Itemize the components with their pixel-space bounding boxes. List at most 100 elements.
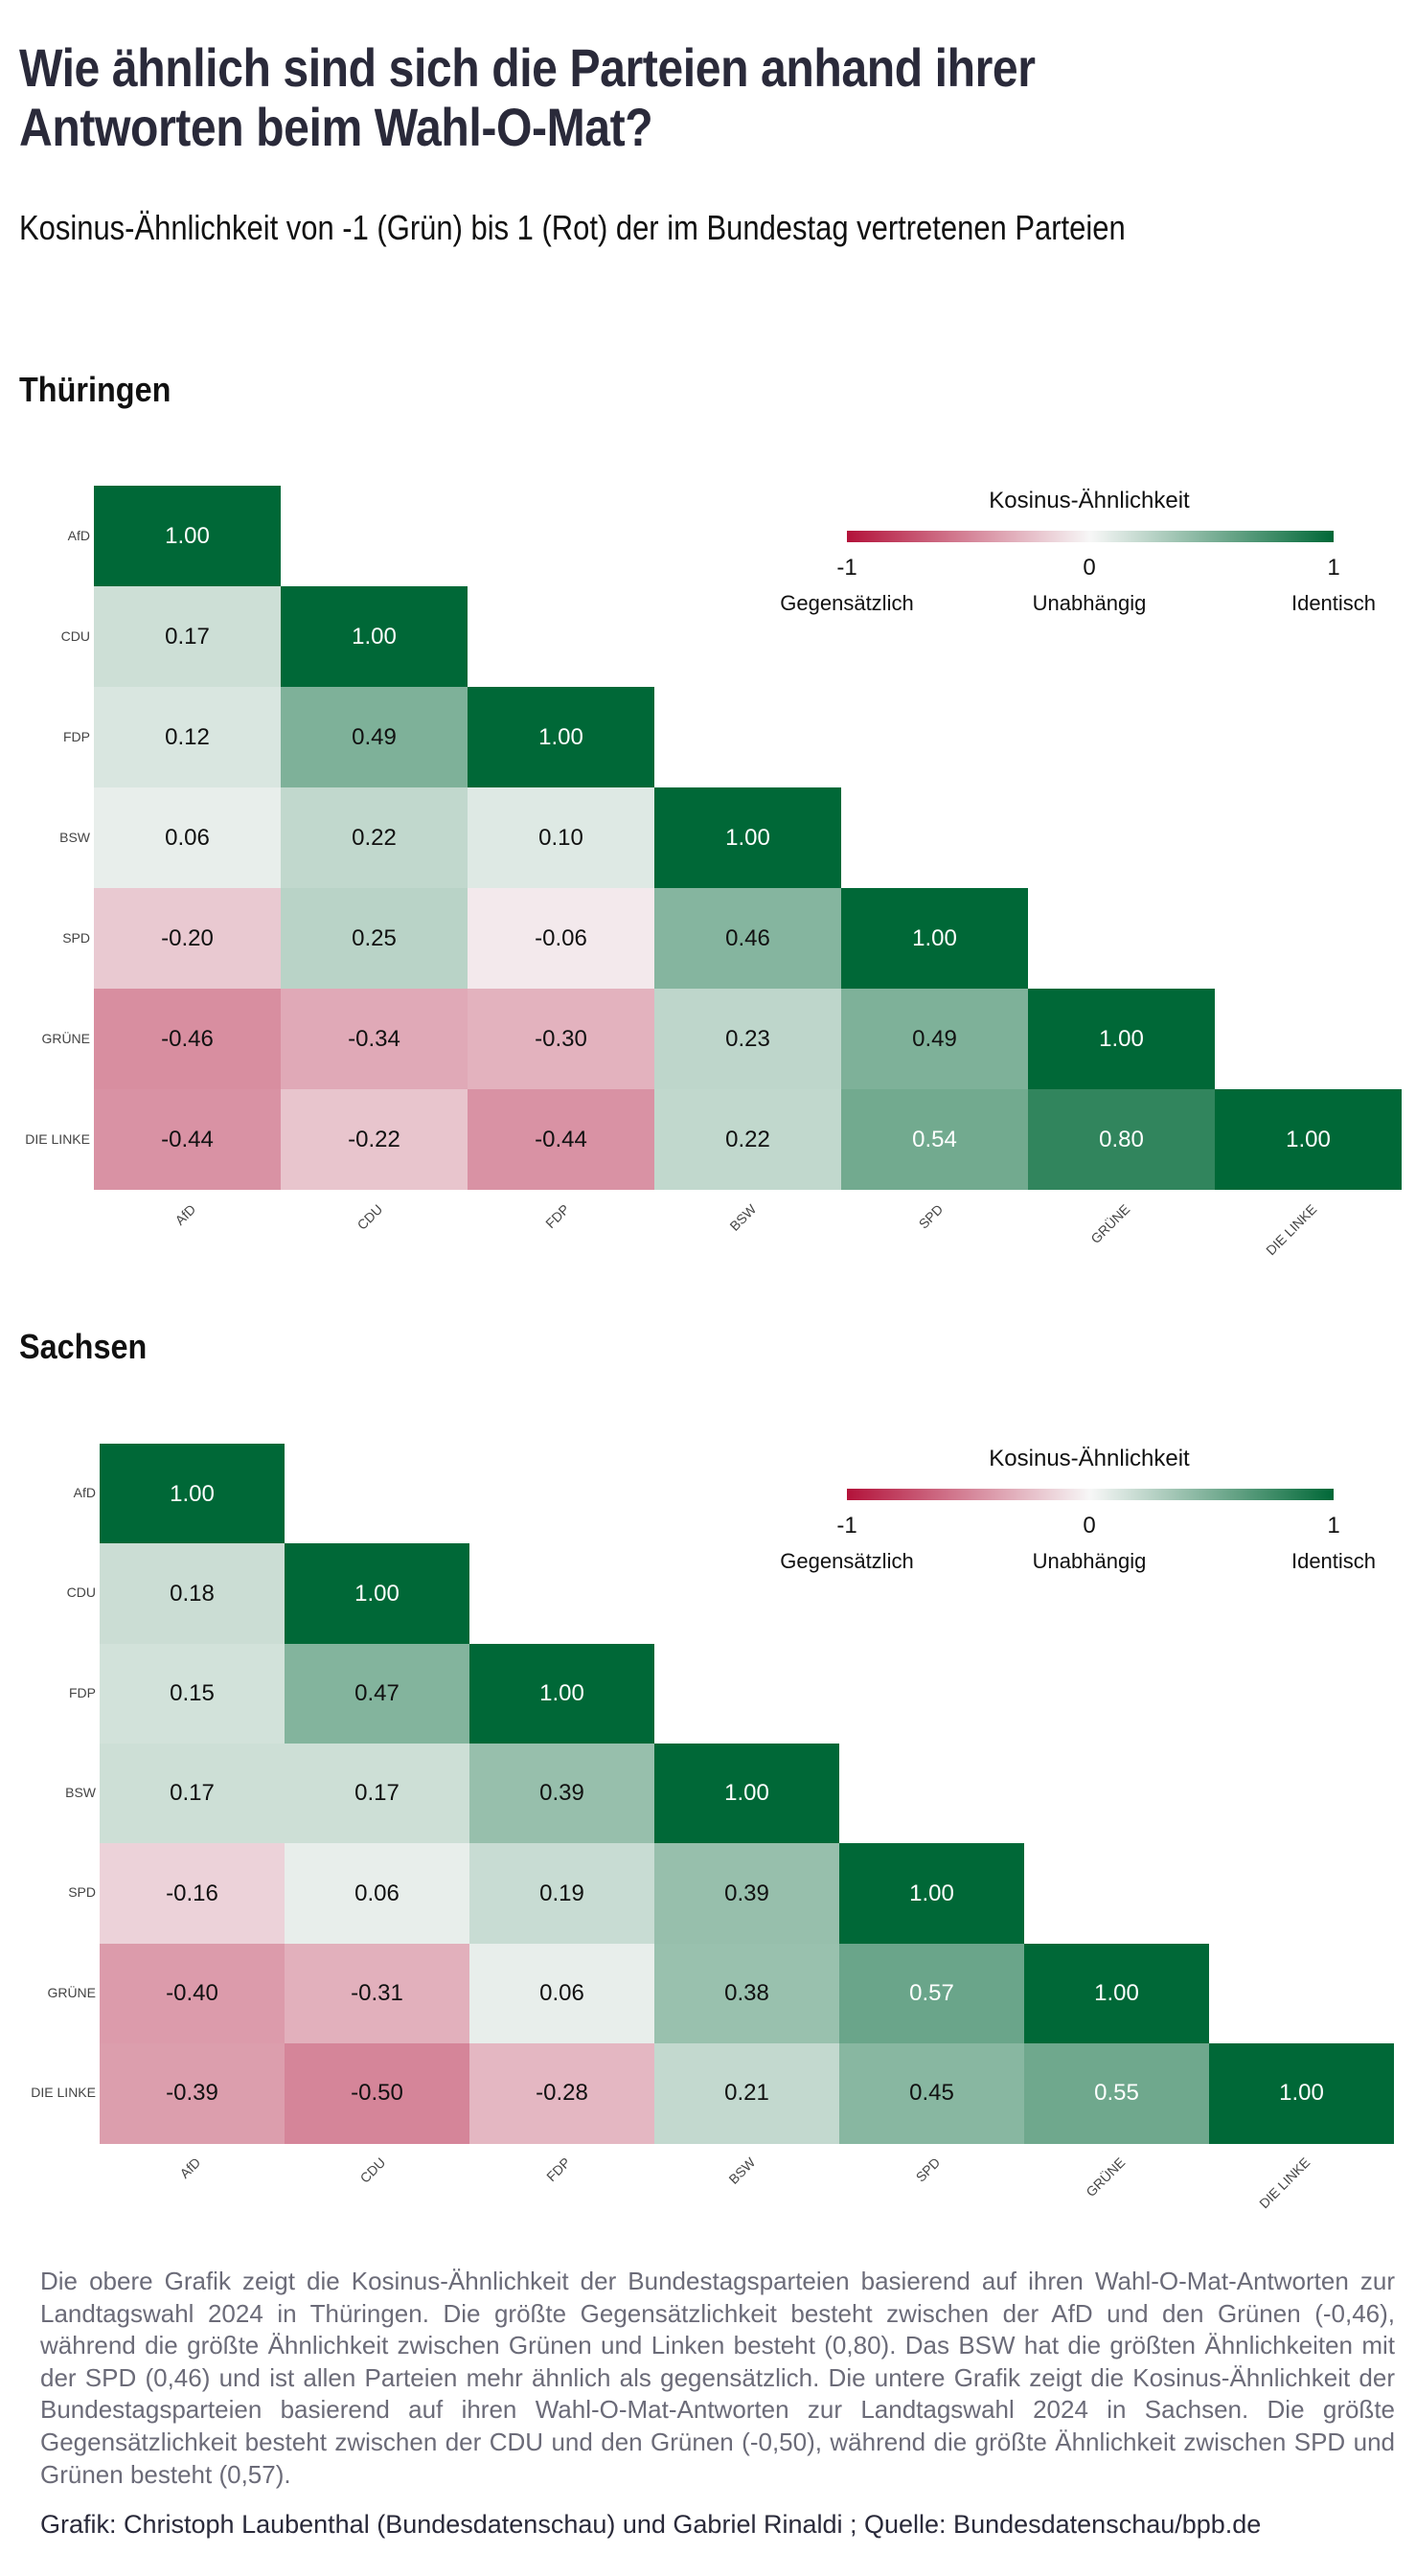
heatmap-cell: 1.00 <box>285 1543 469 1645</box>
heatmap-cell: 0.45 <box>839 2042 1024 2144</box>
heatmap-cell: 0.18 <box>100 1543 285 1645</box>
heatmap-cell: 0.39 <box>654 1843 839 1945</box>
heatmap-cell: 1.00 <box>1028 989 1215 1089</box>
section-title-thueringen: Thüringen <box>19 370 171 409</box>
heatmap-cell: -0.40 <box>100 1943 285 2044</box>
heatmap-cell: 1.00 <box>654 787 841 888</box>
column-label: SPD <box>915 1201 946 1232</box>
heatmap-cell: -0.50 <box>285 2042 469 2144</box>
row-label: SPD <box>62 929 90 946</box>
heatmap-cell: 0.06 <box>469 1943 654 2044</box>
heatmap-cell: 0.38 <box>654 1943 839 2044</box>
legend-tick-label: -1 <box>836 555 857 581</box>
legend-descriptor: Unabhängig <box>1032 591 1147 615</box>
heatmap-cell: 0.15 <box>100 1643 285 1744</box>
heatmap-cell: 1.00 <box>469 1643 654 1744</box>
column-label: AfD <box>171 1201 198 1228</box>
heatmap-thueringen: AfD 1.00 CDU 0.17 1.00 FDP 0.12 0.49 1.00 BSW 0.06… <box>0 0 1416 1258</box>
heatmap-cell: 0.06 <box>94 787 281 888</box>
heatmap-cell: -0.16 <box>100 1843 285 1945</box>
heatmap-cell: 0.57 <box>839 1943 1024 2044</box>
heatmap-cell: 0.25 <box>281 888 468 989</box>
heatmap-cell: 0.06 <box>285 1843 469 1945</box>
heatmap-cell: 0.17 <box>285 1743 469 1844</box>
column-label: FDP <box>542 2154 573 2185</box>
column-label: DIE LINKE <box>1255 2154 1313 2212</box>
row-label: CDU <box>60 627 90 644</box>
heatmap-cell: 1.00 <box>1215 1089 1402 1190</box>
row-label: AfD <box>67 527 90 543</box>
heatmap-cell: 1.00 <box>281 586 468 687</box>
heatmap-sachsen: AfD 1.00 CDU 0.18 1.00 FDP 0.15 0.47 1.00 BSW 0.17… <box>0 0 1416 2211</box>
heatmap-cell: 0.21 <box>654 2042 839 2144</box>
heatmap-cell: 0.39 <box>469 1743 654 1844</box>
row-label: SPD <box>68 1884 96 1901</box>
heatmap-cell: -0.44 <box>94 1089 281 1190</box>
heatmap-cell: -0.44 <box>468 1089 654 1190</box>
heatmap-cell: 0.17 <box>94 586 281 687</box>
heatmap-cell: 0.80 <box>1028 1089 1215 1190</box>
row-label: AfD <box>73 1485 96 1501</box>
section-title-sachsen: Sachsen <box>19 1327 148 1366</box>
heatmap-cell: 0.22 <box>281 787 468 888</box>
column-label: BSW <box>725 1201 759 1234</box>
heatmap-cell: 1.00 <box>841 888 1028 989</box>
legend-tick-label: -1 <box>836 1513 857 1539</box>
credit-text: Grafik: Christoph Laubenthal (Bundesdate… <box>40 2510 1262 2539</box>
column-label: GRÜNE <box>1082 2154 1128 2200</box>
heatmap-cell: 0.12 <box>94 687 281 787</box>
heatmap-cell: 1.00 <box>100 1444 285 1544</box>
heatmap-cell: 1.00 <box>839 1843 1024 1945</box>
heatmap-cell: 0.22 <box>654 1089 841 1190</box>
row-label: FDP <box>69 1684 96 1700</box>
heatmap-cell: 0.46 <box>654 888 841 989</box>
column-label: CDU <box>354 1201 385 1233</box>
legend-descriptor: Unabhängig <box>1032 1549 1147 1573</box>
column-label: SPD <box>912 2154 943 2185</box>
legend-descriptor: Identisch <box>1290 591 1377 615</box>
heatmap-cell: -0.06 <box>468 888 654 989</box>
column-label: DIE LINKE <box>1262 1201 1319 1259</box>
row-label: DIE LINKE <box>31 2084 96 2100</box>
row-label: BSW <box>59 829 90 845</box>
legend-tick-label: 0 <box>1083 555 1096 581</box>
page-subtitle: Kosinus-Ähnlichkeit von -1 (Grün) bis 1 … <box>19 208 1126 247</box>
heatmap-cell: -0.22 <box>281 1089 468 1190</box>
heatmap-cell: 0.10 <box>468 787 654 888</box>
heatmap-cell: 0.47 <box>285 1643 469 1744</box>
column-label: AfD <box>175 2154 203 2181</box>
heatmap-cell: -0.34 <box>281 989 468 1089</box>
heatmap-cell: 1.00 <box>94 486 281 586</box>
heatmap-cell: -0.20 <box>94 888 281 989</box>
heatmap-cell: -0.46 <box>94 989 281 1089</box>
heatmap-cell: -0.31 <box>285 1943 469 2044</box>
column-label: FDP <box>541 1201 572 1232</box>
row-label: CDU <box>66 1584 96 1601</box>
legend-color-bar <box>847 1489 1334 1500</box>
legend-tick-label: 1 <box>1327 555 1340 581</box>
heatmap-cell: 0.54 <box>841 1089 1028 1190</box>
heatmap-cell: 0.19 <box>469 1843 654 1945</box>
legend-descriptor: Identisch <box>1290 1549 1377 1573</box>
legend-descriptor: Gegensätzlich <box>780 1549 914 1573</box>
legend-color-bar <box>847 531 1334 542</box>
row-label: GRÜNE <box>41 1030 90 1046</box>
heatmap-cell: -0.30 <box>468 989 654 1089</box>
heatmap-cell: 1.00 <box>1209 2042 1394 2144</box>
heatmap-cell: 1.00 <box>654 1743 839 1844</box>
heatmap-cell: 1.00 <box>1024 1943 1209 2044</box>
page-title: Wie ähnlich sind sich die Parteien anhan… <box>19 37 1036 157</box>
column-label: CDU <box>356 2154 388 2186</box>
row-label: BSW <box>65 1785 96 1801</box>
legend-tick-label: 1 <box>1327 1513 1340 1539</box>
row-label: FDP <box>63 728 90 744</box>
column-label: BSW <box>724 2154 758 2187</box>
row-label: GRÜNE <box>47 1984 96 2000</box>
heatmap-cell: -0.39 <box>100 2042 285 2144</box>
heatmap-cell: -0.28 <box>469 2042 654 2144</box>
heatmap-cell: 0.23 <box>654 989 841 1089</box>
legend-title: Kosinus-Ähnlichkeit <box>989 1446 1190 1471</box>
description-text: Die obere Grafik zeigt die Kosinus-Ähnli… <box>40 2267 1395 2489</box>
legend-descriptor: Gegensätzlich <box>780 591 914 615</box>
row-label: DIE LINKE <box>25 1130 90 1147</box>
